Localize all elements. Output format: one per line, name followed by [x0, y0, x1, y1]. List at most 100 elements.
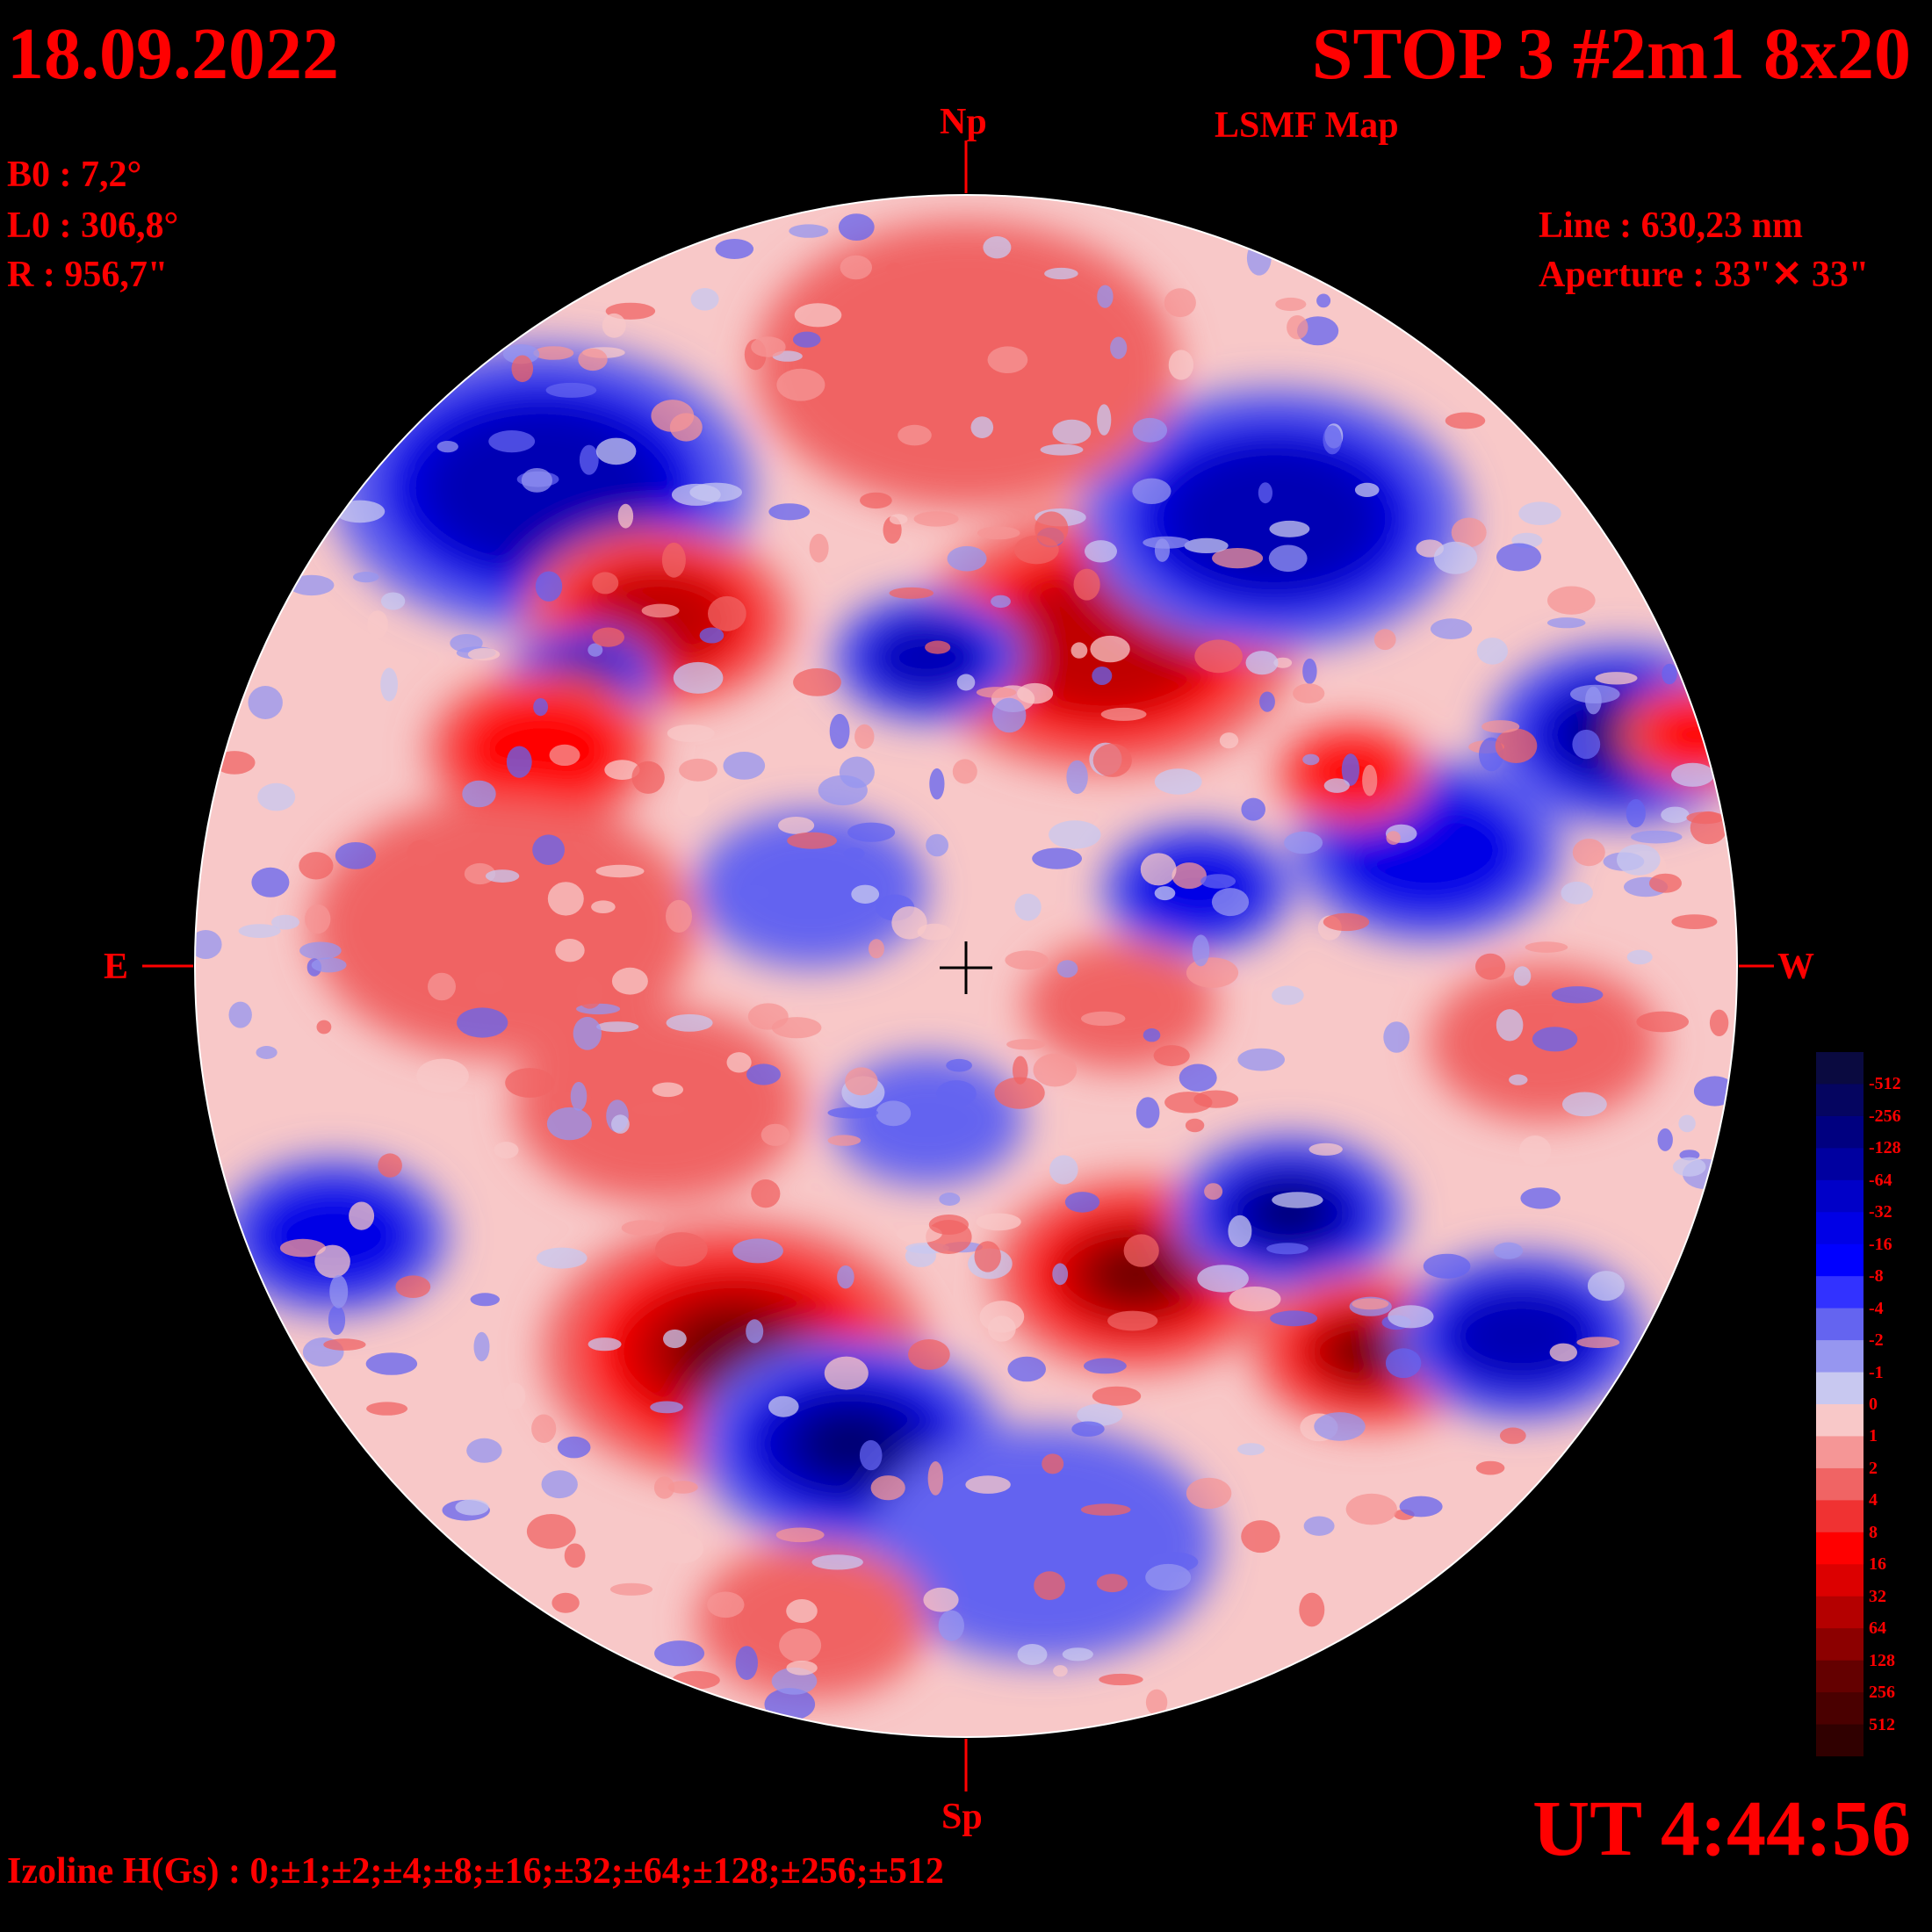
field-speckle [1323, 778, 1350, 793]
field-speckle [1040, 443, 1084, 456]
field-speckle [611, 967, 648, 995]
negative-polarity-region [797, 1408, 903, 1480]
colorbar-step [1816, 1628, 1864, 1662]
field-speckle [746, 1063, 781, 1085]
positive-polarity-region [753, 220, 1179, 509]
field-speckle [1433, 541, 1478, 574]
field-speckle [1302, 753, 1320, 766]
field-speckle [1168, 350, 1194, 380]
field-speckle [898, 424, 932, 446]
negative-polarity-region [1451, 1288, 1592, 1384]
field-speckle [549, 744, 580, 767]
field-speckle [1097, 285, 1114, 308]
field-speckle [983, 236, 1012, 259]
field-speckle [1052, 419, 1092, 444]
field-speckle [570, 1081, 588, 1111]
field-speckle [1551, 1008, 1596, 1029]
field-speckle [407, 840, 437, 867]
field-speckle [1631, 830, 1683, 844]
field-speckle [1096, 1574, 1128, 1593]
field-speckle [663, 1329, 687, 1349]
field-speckle [1693, 1076, 1736, 1107]
field-speckle [1132, 478, 1171, 504]
field-speckle [657, 1533, 704, 1564]
field-speckle [829, 713, 850, 749]
field-speckle [257, 782, 296, 811]
field-speckle [511, 355, 534, 383]
field-speckle [228, 1001, 252, 1028]
field-speckle [987, 1316, 1016, 1342]
field-speckle [965, 1475, 1011, 1494]
field-speckle [285, 624, 301, 652]
field-speckle [1476, 638, 1508, 665]
field-speckle [466, 1438, 502, 1463]
field-speckle [1518, 501, 1561, 525]
field-speckle [929, 768, 945, 800]
field-speckle [653, 1476, 675, 1499]
field-speckle [908, 1339, 950, 1370]
field-speckle [1270, 1310, 1318, 1327]
field-speckle [666, 899, 692, 933]
positive-polarity-region [1023, 939, 1217, 1071]
field-speckle [505, 1068, 555, 1098]
field-speckle [708, 595, 746, 631]
field-speckle [946, 1058, 972, 1072]
field-speckle [652, 1082, 684, 1098]
field-speckle [786, 1661, 818, 1676]
field-speckle [1219, 732, 1239, 749]
field-speckle [535, 571, 563, 602]
field-speckle [1034, 511, 1069, 546]
param-b0: B0 : 7,2° [7, 155, 142, 195]
colorbar-label: 128 [1869, 1650, 1895, 1670]
field-speckle [1585, 686, 1602, 715]
field-speckle [1662, 663, 1677, 685]
field-speckle [329, 1274, 349, 1308]
field-speckle [1084, 1358, 1127, 1374]
field-speckle [650, 1401, 683, 1414]
field-speckle [621, 1220, 665, 1236]
field-speckle [655, 1232, 708, 1267]
field-speckle [1362, 764, 1378, 797]
field-speckle [311, 957, 347, 973]
field-speckle [976, 1213, 1021, 1231]
field-speckle [1272, 1192, 1323, 1208]
param-line: Line : 630,23 nm [1539, 205, 1804, 246]
field-speckle [1532, 1027, 1578, 1052]
colorbar-label: -8 [1869, 1266, 1884, 1287]
field-speckle [1269, 520, 1310, 537]
field-speckle [1617, 844, 1661, 876]
field-speckle [1056, 960, 1078, 978]
field-speckle [602, 313, 626, 338]
field-speckle [860, 492, 892, 509]
field-speckle [787, 832, 837, 849]
field-speckle [847, 822, 896, 842]
field-speckle [1299, 1592, 1325, 1627]
field-speckle [1495, 728, 1538, 763]
field-speckle [573, 1016, 602, 1050]
field-speckle [923, 1587, 959, 1612]
field-speckle [1631, 913, 1664, 941]
colorbar-step [1816, 1212, 1864, 1245]
field-speckle [1197, 1265, 1249, 1293]
colorbar-label: 4 [1869, 1490, 1878, 1510]
field-speckle [1572, 839, 1605, 867]
field-speckle [316, 1020, 332, 1034]
field-speckle [987, 346, 1028, 374]
field-speckle [380, 592, 406, 610]
field-speckle [673, 661, 724, 694]
field-speckle [1513, 966, 1532, 986]
field-speckle [271, 914, 299, 930]
field-speckle [475, 971, 504, 995]
field-speckle [1164, 288, 1196, 318]
observation-date: 18.09.2022 [7, 13, 339, 95]
field-speckle [1246, 241, 1272, 276]
field-speckle [818, 775, 868, 806]
colorbar-step [1816, 1148, 1864, 1181]
field-speckle [353, 572, 379, 583]
field-speckle [1259, 691, 1275, 712]
field-speckle [994, 1077, 1045, 1109]
field-speckle [1520, 1187, 1561, 1209]
colorbar-step [1816, 1596, 1864, 1629]
colorbar-step [1816, 1244, 1864, 1277]
field-speckle [1657, 1128, 1673, 1151]
